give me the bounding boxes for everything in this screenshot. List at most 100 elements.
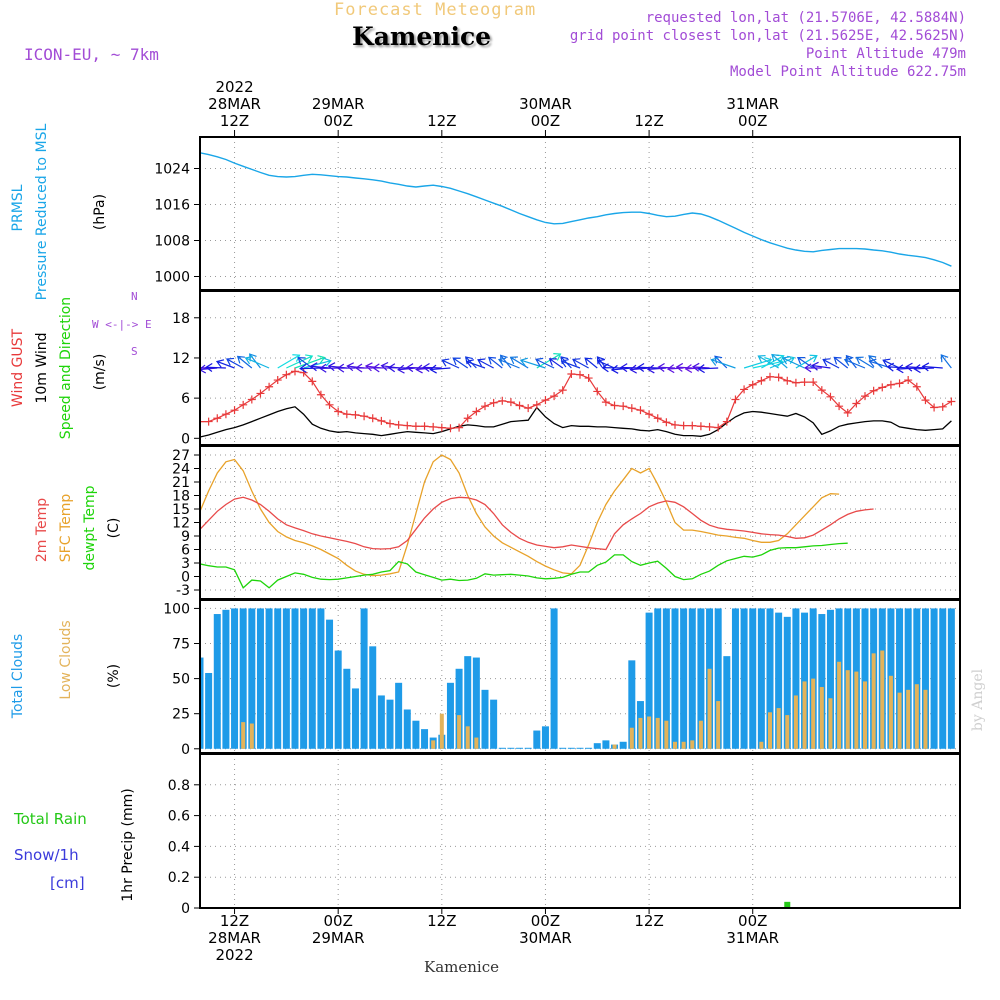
gust-marker <box>377 416 386 425</box>
wind-arrow <box>921 362 943 372</box>
total-cloud-bar <box>472 657 480 749</box>
gust-marker <box>567 370 576 379</box>
total-cloud-bar <box>792 608 800 749</box>
gust-marker <box>766 372 774 381</box>
gust-marker <box>498 396 507 405</box>
wind-arrow <box>509 356 529 369</box>
gust-marker <box>645 410 654 419</box>
gust-marker <box>541 396 550 405</box>
grid-point-coords: grid point closest lon,lat (21.5625E, 42… <box>569 28 966 44</box>
wind-arrow <box>303 357 332 369</box>
gust-marker <box>576 370 584 379</box>
total-cloud-bar <box>740 608 748 749</box>
total-cloud-bar <box>619 741 627 749</box>
precip-snow-label: Snow/1h <box>14 846 79 864</box>
gust-marker <box>783 376 792 385</box>
total-cloud-bar <box>896 608 904 749</box>
footer-location: Kamenice <box>424 958 499 976</box>
total-cloud-bar <box>403 709 411 749</box>
gust-marker <box>265 382 274 391</box>
gust-marker <box>774 373 783 382</box>
gust-marker <box>791 378 800 387</box>
temp-dew-label: dewpt Temp <box>82 485 98 571</box>
gust-marker <box>912 382 921 391</box>
bottom-tick-label-5-0: 00Z <box>738 912 767 930</box>
wind-arrow <box>397 364 416 374</box>
temp-unit: (C) <box>106 517 122 539</box>
gust-marker <box>835 402 844 411</box>
gust-marker <box>679 421 688 430</box>
total-cloud-bar <box>239 608 247 749</box>
gust-marker <box>386 419 394 428</box>
gust-marker <box>593 387 602 396</box>
total-cloud-bar <box>200 657 204 749</box>
gust-marker <box>869 386 878 395</box>
wind-arrow <box>354 363 373 373</box>
t2m-line <box>200 496 874 551</box>
total-cloud-bar <box>731 608 739 749</box>
compass-s: S <box>131 345 138 358</box>
ytick-label-temp-4: 9 <box>181 529 190 545</box>
top-tick-label-0-2: 12Z <box>220 112 249 130</box>
low-cloud-bar <box>647 716 652 749</box>
gust-marker <box>472 407 481 416</box>
wind-arrow <box>465 359 486 369</box>
total-cloud-bar <box>766 608 774 749</box>
gust-marker <box>429 422 438 431</box>
low-cloud-bar <box>465 726 470 749</box>
ytick-label-pressure-1: 1008 <box>154 234 190 250</box>
ytick-label-precip-0: 0 <box>181 901 190 917</box>
wind-arrow <box>560 358 581 369</box>
ytick-label-wind-3: 18 <box>172 311 190 327</box>
series-group-wind <box>200 353 956 438</box>
wind-arrow <box>387 363 408 373</box>
total-cloud-bar <box>274 608 282 749</box>
wind-arrow <box>548 358 564 369</box>
frame-precip <box>199 753 961 909</box>
gust-marker <box>506 398 515 407</box>
wind-arrow <box>781 356 805 369</box>
sfc-temp-line <box>200 454 840 577</box>
ytick-label-temp-2: 3 <box>181 556 190 572</box>
gust-marker <box>291 367 299 376</box>
total-cloud-bar <box>749 608 757 749</box>
wind-arrow <box>843 357 866 369</box>
gust-marker <box>437 423 446 432</box>
gust-marker <box>489 398 498 407</box>
top-tick-label-5-1: 00Z <box>738 112 767 130</box>
ytick-label-clouds-4: 100 <box>163 601 190 617</box>
wind-arrow <box>822 358 840 369</box>
bottom-tick-label-4-0: 12Z <box>634 912 663 930</box>
top-tick-label-2-0: 12Z <box>427 112 456 130</box>
gust-marker <box>878 383 887 392</box>
ytick-label-clouds-2: 50 <box>172 672 190 688</box>
gust-marker <box>601 398 610 407</box>
top-tick-label-1-1: 00Z <box>323 112 352 130</box>
wind-arrow <box>572 358 589 369</box>
gust-marker <box>204 417 213 426</box>
gust-marker <box>342 410 351 419</box>
low-cloud-bar <box>776 708 781 749</box>
wind-arrow <box>697 364 719 374</box>
point-altitude: Point Altitude 479m <box>805 46 966 62</box>
ytick-label-clouds-3: 75 <box>172 637 190 653</box>
wind-arrow <box>596 358 615 369</box>
total-cloud-bar <box>248 608 256 749</box>
ytick-label-precip-2: 0.4 <box>168 839 190 855</box>
wind-arrow <box>277 354 301 369</box>
location-title: Kamenice <box>352 22 492 51</box>
wind-arrow <box>205 362 226 372</box>
gust-marker <box>662 418 671 427</box>
total-cloud-bar <box>481 689 489 749</box>
low-cloud-bar <box>690 740 695 749</box>
wind-arrow <box>536 353 562 369</box>
wind-gust-label: Wind GUST <box>10 328 26 408</box>
low-cloud-bar <box>802 681 807 749</box>
low-cloud-bar <box>655 717 660 749</box>
gust-marker <box>446 424 455 433</box>
gust-marker <box>757 376 766 385</box>
total-cloud-bar <box>507 747 515 749</box>
wind-arrow <box>684 364 701 374</box>
total-cloud-bar <box>904 608 912 749</box>
